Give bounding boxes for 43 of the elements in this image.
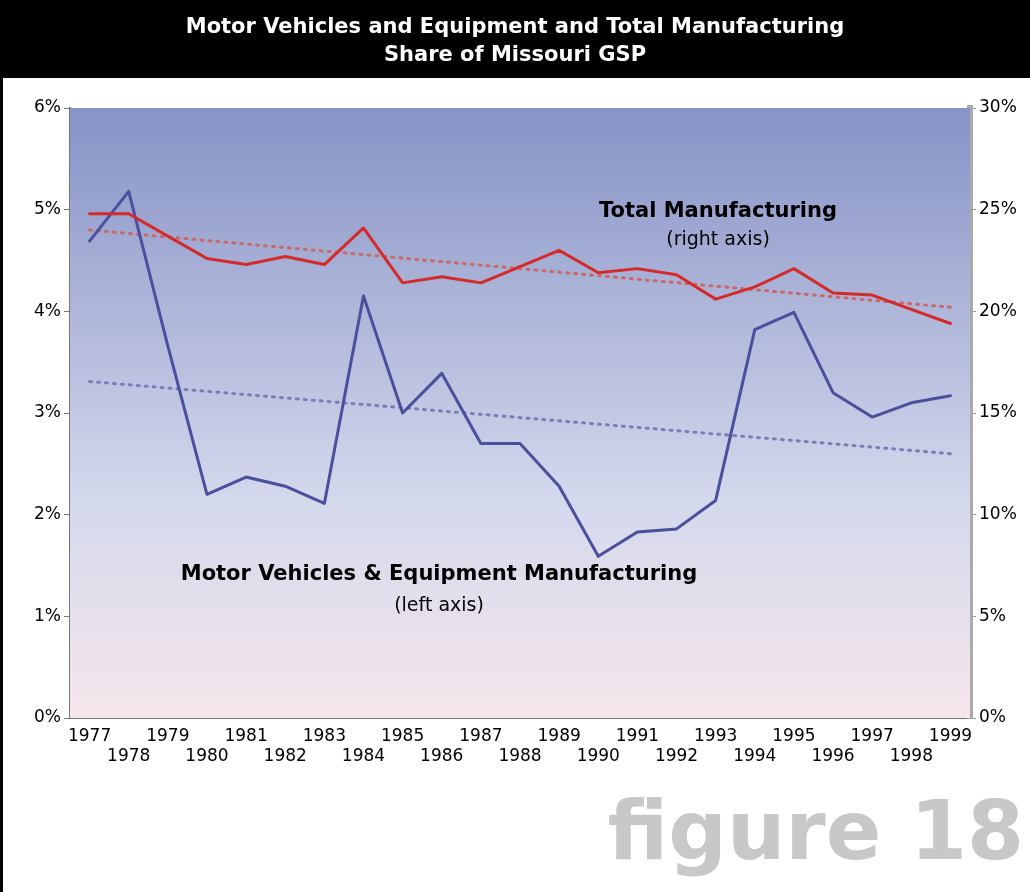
x-tick-label: 1994 (733, 745, 777, 766)
x-tick-label: 1984 (341, 745, 386, 766)
y-tick-label: 3% (34, 401, 61, 422)
x-tick-label: 1983 (302, 724, 346, 745)
x-tick-label: 1978 (107, 745, 151, 766)
x-tick-label: 1997 (850, 724, 894, 745)
y2-tick-label: 20% (979, 299, 1017, 320)
x-tick-label: 1990 (576, 745, 620, 766)
annotation: (right axis) (666, 226, 770, 249)
y-tick-label: 5% (34, 198, 61, 219)
y2-tick-label: 30% (979, 96, 1017, 117)
y-tick-label: 2% (34, 503, 61, 524)
x-tick-label: 1979 (146, 724, 190, 745)
y2-tick-label: 25% (979, 198, 1017, 219)
x-tick-label: 1986 (420, 745, 464, 766)
annotation: (left axis) (394, 592, 484, 615)
x-tick-label: 1992 (654, 745, 699, 766)
x-tick-label: 1977 (67, 724, 112, 745)
x-tick-label: 1998 (889, 745, 933, 766)
y2-tick-label: 15% (979, 401, 1017, 422)
text: Total Manufacturing (599, 198, 837, 223)
x-tick-label: 1980 (185, 745, 229, 766)
chart-title: Motor Vehicles and Equipment and Total Manufacturing (184, 13, 846, 40)
y-tick-label: 6% (34, 96, 61, 117)
x-tick-label: 1996 (811, 745, 855, 766)
x-tick-label: 1991 (615, 724, 660, 745)
y-tick-label: 1% (34, 604, 61, 625)
x-tick-label: 1993 (694, 724, 738, 745)
x-tick-label: 1989 (537, 724, 581, 745)
y2-tick-label: 5% (979, 604, 1006, 625)
x-tick-label: 1982 (263, 745, 307, 766)
x-tick-label: 1995 (772, 724, 816, 745)
x-tick-label: 1981 (224, 724, 268, 745)
x-tick-label: 1987 (459, 724, 503, 745)
series-label: Motor Vehicles & Equipment Manufacturing (180, 561, 698, 586)
y2-tick-label: 10% (979, 503, 1017, 524)
x-tick-label: 1988 (498, 745, 542, 766)
y-tick-label: 4% (34, 299, 61, 320)
x-tick-label: 1985 (380, 724, 425, 745)
x-tick-label: 1999 (928, 724, 973, 745)
y2-tick-label: 0% (979, 706, 1006, 727)
chart-subtitle: Share of Missouri GSP (382, 41, 648, 68)
y-tick-label: 0% (34, 706, 61, 727)
